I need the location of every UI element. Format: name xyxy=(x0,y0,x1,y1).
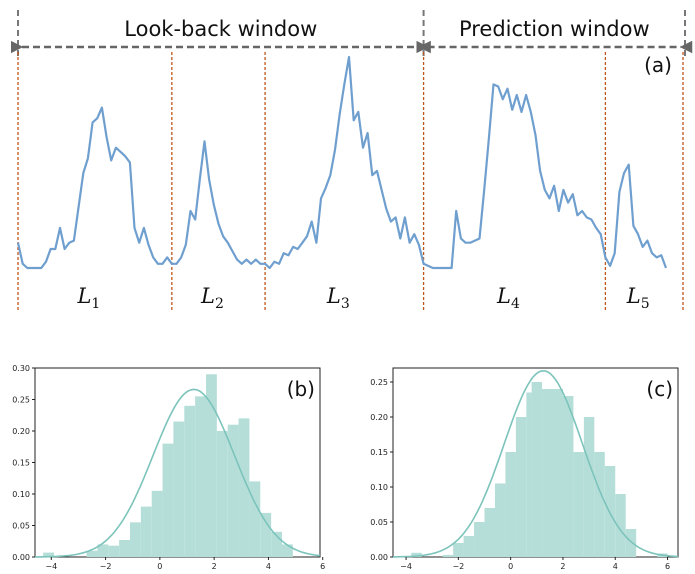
x-tick-label: 0 xyxy=(508,562,513,571)
segment-letter: L xyxy=(200,284,215,308)
histogram-bar xyxy=(184,405,196,557)
x-tick-label: 4 xyxy=(266,562,271,571)
panel-label: (c) xyxy=(646,377,673,401)
histogram-bar xyxy=(238,418,250,557)
y-tick-label: 0.20 xyxy=(370,413,388,422)
segment-letter: L xyxy=(496,284,511,308)
segment-subscript: 3 xyxy=(341,296,350,312)
x-tick-label: 4 xyxy=(613,562,618,571)
histogram-bar xyxy=(282,544,293,557)
histogram-panel-b: −4 −2 0 2 4 6 0.00 0.05 0.10 0.15 0.20 0.25 0.30 (b) xyxy=(12,364,325,571)
histogram-bar xyxy=(573,452,584,557)
y-tick-label: 0.20 xyxy=(12,427,30,436)
y-tick-label: 0.00 xyxy=(12,553,30,562)
histogram-bar xyxy=(206,374,217,557)
histogram-bar xyxy=(526,392,532,557)
segment-subscript: 5 xyxy=(641,296,650,312)
density-curve xyxy=(35,388,321,558)
y-tick-label: 0.25 xyxy=(370,378,388,387)
histogram-panel-c: −4 −2 0 2 4 6 0.00 0.05 0.10 0.15 0.20 0.25 (c) xyxy=(370,367,679,571)
histogram-bar xyxy=(442,554,454,557)
histogram-bar xyxy=(474,522,485,557)
histogram-bar xyxy=(97,544,109,557)
segment-label-5: L5 xyxy=(626,284,650,312)
series-line xyxy=(16,55,668,270)
histogram-bar xyxy=(463,536,475,557)
panel-label-a: (a) xyxy=(644,53,672,77)
histogram-bar xyxy=(140,506,152,557)
histogram-bar xyxy=(494,483,506,557)
y-tick-label: 0.00 xyxy=(370,553,388,562)
y-tick-label: 0.15 xyxy=(12,459,30,468)
histogram-bar xyxy=(411,552,422,557)
histogram-bar xyxy=(249,481,261,557)
x-tick-label: 6 xyxy=(665,562,670,571)
x-tick-label: 6 xyxy=(320,562,325,571)
y-tick-label: 0.05 xyxy=(370,518,388,527)
y-tick-label: 0.15 xyxy=(370,448,388,457)
histogram-bar xyxy=(108,545,120,557)
histogram-bar xyxy=(505,452,516,557)
histogram-bar xyxy=(216,431,228,557)
histogram-bar xyxy=(271,531,282,557)
x-tick-label: −2 xyxy=(100,562,112,571)
histogram-bar xyxy=(130,522,141,557)
histogram-bar xyxy=(484,508,495,557)
histogram-bar xyxy=(86,550,98,557)
y-tick-label: 0.10 xyxy=(12,490,30,499)
segment-label-2: L2 xyxy=(200,284,224,312)
segment-letter: L xyxy=(626,284,641,308)
histogram-bar xyxy=(151,490,163,557)
segment-subscript: 4 xyxy=(511,296,520,312)
histogram-bar xyxy=(531,382,543,557)
histogram-bar xyxy=(173,421,185,557)
lookback-window-label: Look-back window xyxy=(124,17,317,41)
segment-subscript: 2 xyxy=(215,296,224,312)
segment-label-1: L1 xyxy=(76,284,100,312)
time-series-panel: Look-back window Prediction window(a)L1 L2… xyxy=(10,10,693,312)
segment-label-3: L3 xyxy=(326,284,350,312)
x-tick-label: 0 xyxy=(157,562,162,571)
histogram-bar xyxy=(260,512,272,557)
histogram-bar xyxy=(227,424,239,557)
x-tick-label: −4 xyxy=(400,562,412,571)
histogram-bar xyxy=(562,396,574,557)
histogram-bar xyxy=(542,389,553,557)
x-tick-label: −4 xyxy=(45,562,57,571)
histogram-bar xyxy=(453,543,464,557)
segment-letter: L xyxy=(326,284,341,308)
histogram-bar xyxy=(615,494,626,557)
histogram-bar xyxy=(583,417,595,557)
density-curve xyxy=(393,370,679,558)
x-tick-label: −2 xyxy=(452,562,464,571)
x-tick-label: 2 xyxy=(212,562,217,571)
prediction-window-label: Prediction window xyxy=(459,17,650,41)
y-tick-label: 0.05 xyxy=(12,522,30,531)
histogram-bar xyxy=(162,443,174,557)
x-tick-label: 2 xyxy=(560,562,565,571)
segment-letter: L xyxy=(76,284,91,308)
histogram-bar xyxy=(625,529,637,557)
segment-label-4: L4 xyxy=(496,284,520,312)
histogram-bar xyxy=(43,552,54,557)
segment-subscript: 1 xyxy=(91,296,100,312)
histogram-bar xyxy=(594,452,605,557)
histogram-bar xyxy=(552,389,563,557)
histogram-bar xyxy=(119,539,130,557)
histogram-bar xyxy=(195,396,206,557)
histogram-bar xyxy=(515,417,527,557)
y-tick-label: 0.30 xyxy=(12,364,30,373)
y-tick-label: 0.25 xyxy=(12,396,30,405)
y-tick-label: 0.10 xyxy=(370,483,388,492)
panel-label: (b) xyxy=(287,377,315,401)
